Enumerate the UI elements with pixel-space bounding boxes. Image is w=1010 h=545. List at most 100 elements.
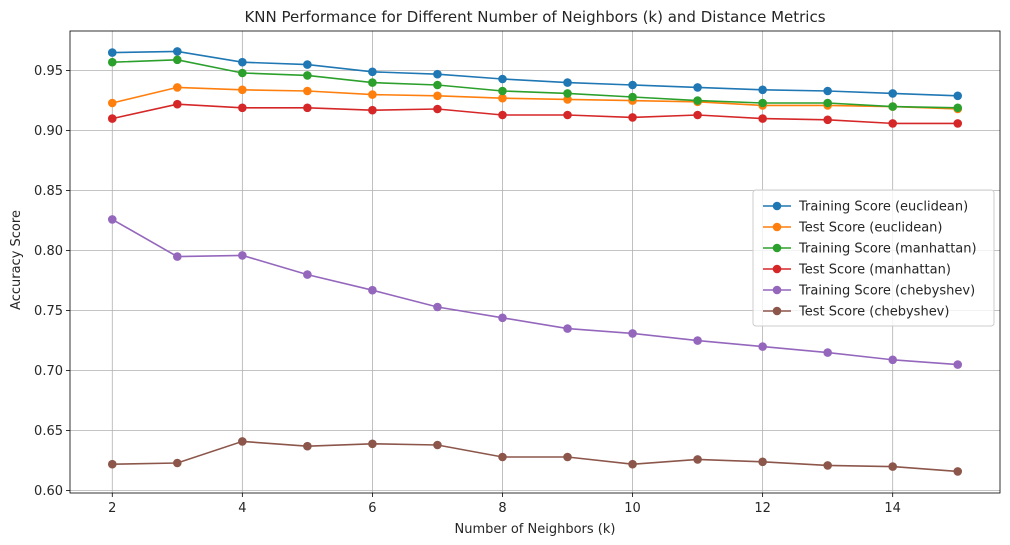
data-point	[953, 360, 963, 369]
x-tick-label: 12	[754, 501, 771, 516]
data-point	[563, 89, 572, 98]
data-point	[238, 437, 247, 446]
data-point	[888, 119, 897, 128]
data-point	[107, 215, 117, 224]
data-point	[953, 103, 963, 113]
data-point	[693, 455, 702, 464]
data-point	[758, 98, 767, 108]
legend-marker	[772, 264, 782, 274]
data-point	[107, 459, 117, 469]
data-point	[888, 102, 897, 111]
data-point	[693, 96, 702, 105]
x-tick-label: 8	[498, 501, 506, 516]
y-tick-label: 0.70	[34, 364, 63, 379]
data-point	[693, 336, 702, 345]
data-point	[498, 86, 507, 96]
data-point	[888, 355, 897, 365]
series-line	[112, 103, 958, 125]
data-point	[823, 115, 832, 125]
data-point	[498, 313, 507, 323]
legend-item: Training Score (manhattan)	[763, 242, 977, 257]
legend-marker	[772, 243, 782, 253]
series-line	[112, 86, 958, 110]
data-point	[433, 302, 442, 312]
axes: 2 4 6 8 10 12 14 0.60 0.65 0.70 0.75 0.80 0.85 0.90 0.…	[34, 64, 901, 516]
legend-label: Test Score (manhattan)	[798, 263, 951, 278]
legend: Training Score (euclidean) Test Score (eu…	[752, 189, 995, 327]
data-point	[303, 441, 312, 451]
data-point	[498, 452, 507, 462]
y-tick-label: 0.95	[34, 64, 63, 79]
data-point	[238, 103, 247, 113]
y-tick-label: 0.60	[34, 484, 63, 499]
data-point	[563, 110, 572, 120]
data-point	[368, 105, 377, 115]
data-point	[368, 439, 377, 449]
chart-title: KNN Performance for Different Number of …	[244, 8, 825, 26]
legend-label: Test Score (chebyshev)	[798, 305, 949, 320]
legend-label: Training Score (euclidean)	[798, 200, 968, 215]
data-point	[238, 85, 247, 95]
series-2	[107, 55, 963, 113]
data-point	[758, 85, 767, 95]
data-point	[563, 452, 572, 462]
data-point	[758, 342, 767, 351]
legend-item: Training Score (euclidean)	[763, 200, 968, 215]
legend-marker	[772, 306, 782, 316]
data-point	[953, 467, 963, 476]
data-point	[107, 114, 117, 123]
x-tick-label: 2	[108, 501, 116, 516]
data-point	[563, 324, 572, 333]
series-5	[107, 437, 963, 476]
legend-label: Training Score (chebyshev)	[798, 284, 975, 299]
y-tick-label: 0.65	[34, 424, 63, 439]
x-tick-label: 10	[624, 501, 641, 516]
series-line	[111, 218, 958, 366]
series-line	[112, 440, 958, 473]
series-4	[107, 215, 963, 369]
data-point	[758, 114, 767, 123]
data-point	[173, 47, 182, 56]
x-tick-label: 14	[884, 501, 901, 516]
y-tick-label: 0.85	[34, 184, 63, 199]
y-tick-label: 0.75	[34, 304, 63, 319]
data-point	[628, 329, 637, 338]
plot-frame	[69, 30, 1001, 494]
data-point	[303, 71, 312, 80]
legend-label: Training Score (manhattan)	[798, 242, 977, 257]
data-point	[953, 91, 963, 101]
data-point	[368, 67, 377, 77]
data-point	[107, 98, 117, 108]
legend-marker	[772, 222, 782, 232]
x-axis-label: Number of Neighbors (k)	[455, 522, 616, 537]
data-point	[563, 78, 572, 87]
data-point	[498, 74, 507, 84]
data-point	[563, 95, 572, 104]
data-point	[303, 60, 312, 69]
series-line	[112, 50, 958, 97]
x-tick-label: 4	[238, 501, 246, 516]
data-point	[368, 90, 377, 99]
data-point	[173, 458, 182, 468]
data-point	[238, 57, 247, 67]
legend-box	[752, 189, 995, 327]
data-point	[173, 252, 182, 261]
data-point	[368, 78, 377, 87]
data-point	[433, 91, 442, 101]
legend-marker	[772, 201, 782, 211]
data-point	[823, 86, 832, 96]
legend-marker	[772, 285, 782, 295]
data-point	[238, 68, 247, 78]
data-point	[368, 285, 377, 295]
y-tick-label: 0.90	[34, 124, 63, 139]
data-point	[823, 461, 832, 470]
data-point	[107, 57, 117, 67]
data-point	[238, 251, 247, 260]
data-point	[628, 92, 637, 102]
data-point	[888, 462, 897, 471]
data-point	[303, 86, 312, 96]
data-point	[628, 113, 637, 122]
data-point	[823, 348, 832, 357]
data-point	[498, 110, 507, 120]
